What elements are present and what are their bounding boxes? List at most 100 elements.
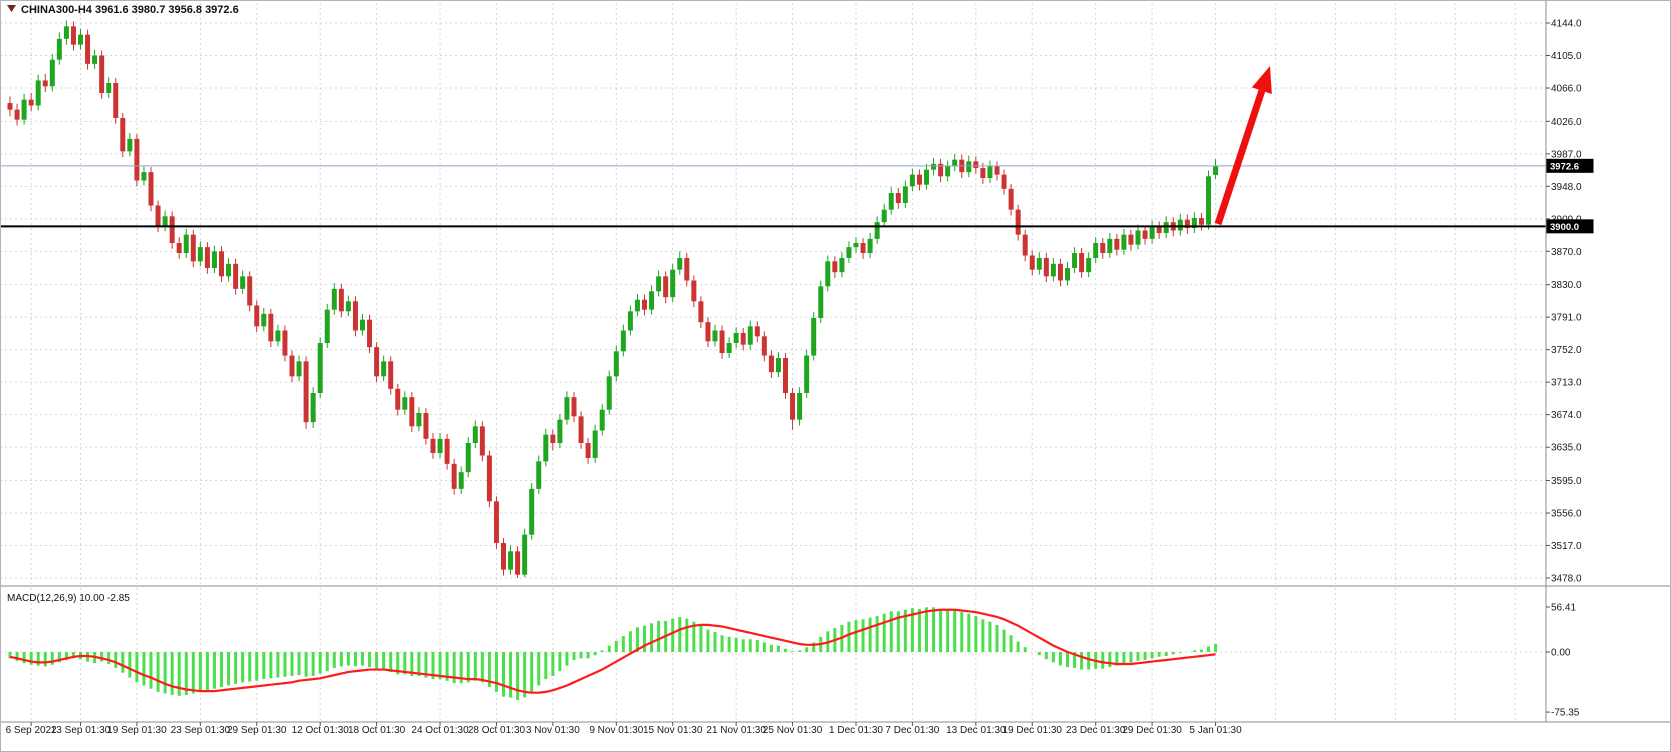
candle-body — [952, 159, 958, 167]
candle-body — [472, 426, 478, 443]
candle-body — [183, 234, 189, 253]
time-label: 19 Dec 01:30 — [1003, 725, 1063, 736]
candle-body — [233, 263, 239, 289]
symbol-ohlc-label: CHINA300-H4 3961.6 3980.7 3956.8 3972.6 — [21, 4, 239, 16]
symbol-dropdown-icon[interactable] — [7, 5, 16, 12]
candle-body — [42, 80, 48, 87]
candle-body — [1142, 230, 1148, 239]
candle-body — [1135, 230, 1141, 245]
time-label: 13 Sep 01:30 — [51, 725, 111, 736]
trend-arrow-annotation[interactable] — [1214, 66, 1272, 226]
candle-body — [1206, 176, 1211, 225]
time-label: 6 Sep 2022 — [6, 725, 58, 736]
time-label: 29 Sep 01:30 — [227, 725, 287, 736]
price-tick-label: 4066.0 — [1551, 84, 1582, 95]
time-label: 25 Nov 01:30 — [763, 725, 823, 736]
candle-body — [162, 216, 168, 227]
price-tick-label: 3948.0 — [1551, 182, 1582, 193]
candle-body — [310, 393, 316, 423]
price-tick-label: 3752.0 — [1551, 345, 1582, 356]
candle-body — [775, 358, 781, 373]
macd-tick-label: 56.41 — [1551, 603, 1576, 614]
time-label: 28 Oct 01:30 — [468, 725, 526, 736]
macd-signal-line — [9, 608, 1216, 694]
candle-body — [888, 193, 894, 210]
trend-arrow-head — [1251, 66, 1272, 94]
time-label: 12 Oct 01:30 — [292, 725, 350, 736]
candle-body — [437, 438, 443, 453]
candle-body — [7, 103, 13, 110]
price-tick-label: 3713.0 — [1551, 378, 1582, 389]
candle-body — [28, 99, 34, 106]
price-tick-label: 3478.0 — [1551, 574, 1582, 585]
time-label: 23 Dec 01:30 — [1066, 725, 1126, 736]
candle-body — [106, 83, 112, 93]
candle-body — [1008, 188, 1014, 210]
candle-body — [479, 426, 485, 456]
candle-body — [705, 322, 711, 342]
candle-body — [938, 163, 944, 177]
candle-body — [881, 209, 887, 223]
candle-body — [726, 343, 732, 353]
price-tick-label: 3791.0 — [1551, 313, 1582, 324]
time-label: 24 Oct 01:30 — [411, 725, 469, 736]
candle-body — [219, 251, 224, 277]
candle-body — [85, 34, 91, 64]
candle-body — [345, 301, 351, 312]
candle-body — [599, 409, 605, 431]
candle-body — [204, 247, 210, 268]
candle-body — [818, 286, 824, 318]
candle-body — [825, 261, 831, 287]
macd-histogram — [8, 607, 1218, 700]
hline-badge-bg — [1546, 219, 1594, 234]
candle-body — [14, 109, 20, 120]
price-tick-label: 3830.0 — [1551, 280, 1582, 291]
time-label: 19 Sep 01:30 — [107, 725, 167, 736]
candle-body — [451, 463, 457, 489]
candle-body — [190, 234, 196, 262]
time-label: 29 Dec 01:30 — [1122, 725, 1182, 736]
macd-tick-label: -75.35 — [1551, 708, 1580, 719]
candle-body — [585, 443, 591, 458]
candle-body — [874, 222, 880, 239]
candle-body — [712, 330, 718, 342]
candle-body — [578, 416, 584, 443]
candle-body — [620, 330, 626, 352]
candle-body — [416, 413, 422, 427]
candle-body — [381, 361, 387, 377]
candle-body — [303, 361, 309, 423]
price-tick-label: 3870.0 — [1551, 247, 1582, 258]
candle-body — [501, 543, 506, 570]
candle-body — [247, 276, 253, 306]
candle-body — [127, 138, 133, 152]
candle-body — [924, 169, 929, 185]
candle-body — [1015, 209, 1021, 235]
candle-body — [169, 216, 175, 243]
candle-body — [1107, 238, 1113, 253]
candle-body — [254, 305, 260, 327]
candle-body — [804, 355, 810, 393]
candle-body — [761, 336, 767, 356]
candle-body — [909, 174, 915, 187]
candle-body — [564, 397, 570, 420]
candle-body — [317, 343, 323, 393]
candle-body — [148, 172, 154, 206]
candle-body — [691, 280, 697, 302]
candle-body — [56, 38, 62, 60]
candle-body — [296, 361, 302, 377]
candle-body — [550, 434, 556, 443]
candle-body — [684, 258, 690, 281]
macd-axis: 56.41 0.00 -75.35 — [1546, 603, 1580, 719]
candle-body — [155, 205, 161, 227]
candle-body — [663, 276, 669, 298]
candle-body — [747, 326, 753, 345]
trend-arrow-shaft — [1214, 89, 1266, 226]
candle-body — [1213, 165, 1219, 175]
candle-body — [733, 333, 739, 343]
candle-body — [1057, 263, 1063, 281]
candle-body — [1072, 253, 1078, 268]
candle-body — [92, 55, 98, 64]
price-tick-label: 4144.0 — [1551, 19, 1582, 30]
